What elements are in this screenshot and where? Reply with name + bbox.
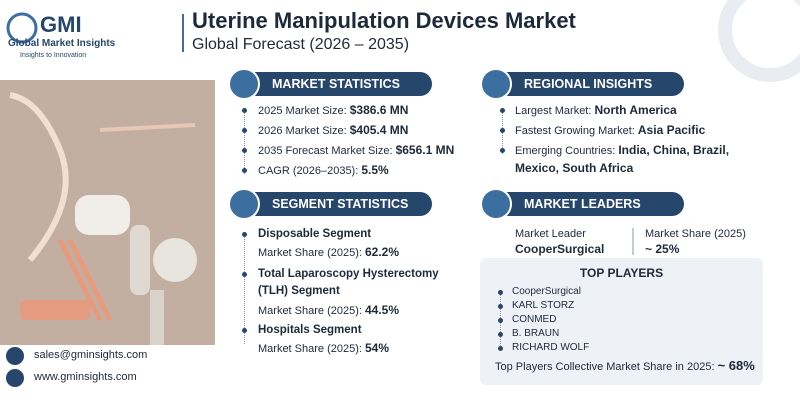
bullet xyxy=(498,290,503,295)
bullet xyxy=(498,332,503,337)
stat-value: $386.6 MN xyxy=(349,103,409,117)
stat-value: $656.1 MN xyxy=(395,143,455,157)
bullet xyxy=(242,272,247,277)
stat-item: CAGR (2026–2035): 5.5% xyxy=(258,162,468,180)
share-label: Market Share (2025): xyxy=(258,305,362,317)
player: KARL STORZ xyxy=(512,300,575,311)
segment-name: Disposable Segment xyxy=(258,228,372,240)
logo-name: GMI xyxy=(40,12,82,37)
segment-share: Market Share (2025): 54% xyxy=(258,340,389,358)
player: CONMED xyxy=(512,314,557,325)
share-label: Market Share (2025): xyxy=(258,343,362,355)
share-value: 44.5% xyxy=(365,303,400,317)
bullet xyxy=(500,128,505,133)
bullet xyxy=(498,318,503,323)
bullet xyxy=(498,304,503,309)
section-header: SEGMENT STATISTICS xyxy=(228,188,432,220)
stat-item: Largest Market: North America xyxy=(515,102,755,120)
section-header: MARKET LEADERS xyxy=(480,188,684,220)
bullet xyxy=(242,328,247,333)
section-title: MARKET STATISTICS xyxy=(272,77,401,91)
stat-label: CAGR (2026–2035): xyxy=(258,165,359,177)
bullet xyxy=(242,232,247,237)
stat-item: 2026 Market Size: $405.4 MN xyxy=(258,122,468,140)
leader: CooperSurgical xyxy=(515,242,605,256)
leader-share-label: Market Share (2025) xyxy=(645,228,746,240)
share-value: 62.2% xyxy=(365,245,400,259)
stat-label: 2025 Market Size: xyxy=(258,105,347,117)
section-header: MARKET STATISTICS xyxy=(228,68,432,100)
leader-label: Market Leader xyxy=(515,228,586,240)
collective: Top Players Collective Market Share in 2… xyxy=(495,358,755,373)
bullet xyxy=(500,108,505,113)
stat-item: Fastest Growing Market: Asia Pacific xyxy=(515,122,755,140)
stat-value: North America xyxy=(594,103,677,117)
player: RICHARD WOLF xyxy=(512,342,590,353)
section-title: SEGMENT STATISTICS xyxy=(272,197,409,211)
bullet xyxy=(242,108,247,113)
email: sales@gminsights.com xyxy=(34,349,148,361)
player: CooperSurgical xyxy=(512,286,581,297)
website: www.gminsights.com xyxy=(34,371,137,383)
stat-label: Fastest Growing Market: xyxy=(515,125,635,137)
segment-name: Hospitals Segment xyxy=(258,324,362,336)
logo-company: Global Market Insights xyxy=(8,38,116,49)
section-title: REGIONAL INSIGHTS xyxy=(524,77,653,91)
top-players-title: TOP PLAYERS xyxy=(579,266,664,280)
stat-label: 2026 Market Size: xyxy=(258,125,347,137)
bullet xyxy=(242,128,247,133)
player: B. BRAUN xyxy=(512,328,560,339)
bullet xyxy=(500,148,505,153)
subtitle: Global Forecast (2026 – 2035) xyxy=(192,36,410,53)
leader-share: ~ 25% xyxy=(645,242,680,256)
stat-item: 2025 Market Size: $386.6 MN xyxy=(258,102,468,120)
stat-item: Emerging Countries: India, China, Brazil… xyxy=(515,142,755,178)
logo-tagline: Insights to Innovation xyxy=(20,52,87,59)
segment-name: Total Laparoscopy Hysterectomy (TLH) Seg… xyxy=(258,268,439,297)
share-value: 54% xyxy=(365,341,390,355)
section-header: REGIONAL INSIGHTS xyxy=(480,68,684,100)
bullet xyxy=(242,168,247,173)
share-label: Market Share (2025): xyxy=(258,247,362,259)
stat-value: Asia Pacific xyxy=(637,123,706,137)
section-title: MARKET LEADERS xyxy=(524,197,641,211)
stat-value: India, China, Brazil, Mexico, South Afri… xyxy=(515,143,730,175)
stat-value: $405.4 MN xyxy=(349,123,409,137)
collective-label: Top Players Collective Market Share in 2… xyxy=(495,361,715,373)
bullet xyxy=(242,148,247,153)
stat-label: 2035 Forecast Market Size: xyxy=(258,145,393,157)
bullet xyxy=(498,346,503,351)
segment-share: Market Share (2025): 44.5% xyxy=(258,302,399,320)
stat-item: 2035 Forecast Market Size: $656.1 MN xyxy=(258,142,468,160)
stat-value: 5.5% xyxy=(361,163,389,177)
stat-label: Emerging Countries: xyxy=(515,145,616,157)
collective-value: ~ 68% xyxy=(717,358,755,373)
stat-label: Largest Market: xyxy=(515,105,592,117)
segment-share: Market Share (2025): 62.2% xyxy=(258,244,399,262)
title: Uterine Manipulation Devices Market xyxy=(192,8,576,33)
